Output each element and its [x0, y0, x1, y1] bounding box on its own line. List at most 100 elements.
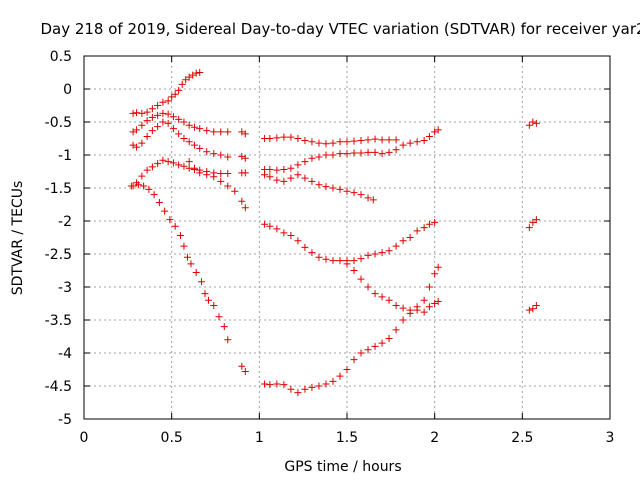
- plus-marker: [190, 123, 198, 131]
- plus-marker: [434, 263, 442, 271]
- plus-marker: [525, 224, 533, 232]
- plus-marker: [171, 222, 179, 230]
- plus-marker: [294, 171, 302, 179]
- plus-marker: [350, 189, 358, 197]
- series-arc-9: [261, 171, 377, 204]
- plus-marker: [434, 126, 442, 134]
- plus-marker: [192, 69, 200, 77]
- plus-marker: [231, 187, 239, 195]
- plus-marker: [315, 382, 323, 390]
- plus-marker: [392, 146, 400, 154]
- plus-marker: [204, 296, 212, 304]
- y-tick-label: -4: [58, 346, 72, 362]
- plus-marker: [315, 181, 323, 189]
- plus-marker: [392, 301, 400, 309]
- plus-marker: [364, 136, 372, 144]
- plus-marker: [210, 301, 218, 309]
- plus-marker: [210, 150, 218, 158]
- plus-marker: [525, 306, 533, 314]
- x-tick-label: 0.5: [161, 430, 183, 446]
- x-tick-label: 3: [606, 430, 615, 446]
- plus-marker: [336, 257, 344, 265]
- plus-marker: [238, 152, 246, 160]
- plus-marker: [164, 110, 172, 118]
- plus-marker: [350, 267, 358, 274]
- plus-marker: [357, 191, 365, 199]
- plus-marker: [301, 385, 309, 393]
- plus-marker: [364, 346, 372, 354]
- plus-marker: [529, 218, 537, 226]
- plus-marker: [185, 158, 193, 166]
- plus-marker: [203, 171, 211, 179]
- plus-marker: [187, 260, 195, 268]
- plus-marker: [308, 154, 316, 162]
- plus-marker: [175, 115, 183, 123]
- plus-marker: [371, 135, 379, 143]
- plus-marker: [425, 133, 433, 141]
- plus-marker: [196, 69, 204, 76]
- x-tick-label: 1.5: [336, 430, 358, 446]
- plus-marker: [138, 139, 146, 147]
- plus-marker: [322, 183, 330, 191]
- plus-marker: [169, 159, 177, 167]
- plus-marker: [364, 194, 372, 202]
- series-arc-12: [261, 263, 442, 397]
- plus-marker: [180, 162, 188, 170]
- plus-marker: [329, 139, 337, 147]
- plus-marker: [201, 290, 209, 298]
- plus-marker: [532, 119, 540, 127]
- plus-marker: [431, 300, 439, 307]
- plus-marker: [217, 177, 225, 185]
- plus-marker: [143, 133, 151, 141]
- plus-marker: [329, 184, 337, 192]
- x-tick-label: 2: [430, 430, 439, 446]
- plus-marker: [301, 243, 309, 251]
- plus-marker: [343, 150, 351, 158]
- plus-marker: [371, 250, 379, 258]
- plus-marker: [266, 135, 274, 142]
- plus-marker: [385, 247, 393, 255]
- plus-marker: [357, 149, 365, 157]
- plus-marker: [329, 257, 337, 265]
- plus-marker: [155, 199, 163, 207]
- plus-marker: [273, 166, 281, 174]
- plus-marker: [294, 389, 302, 397]
- series-arc-15: [525, 301, 540, 314]
- plus-marker: [164, 158, 172, 166]
- plus-marker: [224, 169, 232, 177]
- plus-marker: [287, 164, 295, 172]
- plus-marker: [525, 121, 533, 129]
- plus-marker: [322, 151, 330, 159]
- plus-marker: [134, 181, 142, 189]
- plus-marker: [371, 342, 379, 350]
- plus-marker: [180, 242, 188, 250]
- plus-marker: [350, 149, 358, 157]
- plus-marker: [220, 323, 228, 331]
- plus-marker: [287, 385, 295, 393]
- plus-marker: [322, 380, 330, 388]
- series-arc-8: [261, 126, 442, 174]
- plus-marker: [154, 111, 162, 119]
- plus-marker: [261, 380, 269, 388]
- plus-marker: [315, 153, 323, 161]
- plus-marker: [378, 150, 386, 158]
- plus-marker: [161, 207, 169, 215]
- plus-marker: [431, 270, 439, 278]
- plus-marker: [143, 117, 151, 125]
- plus-marker: [203, 148, 211, 156]
- plus-marker: [238, 128, 246, 136]
- plus-marker: [385, 296, 393, 304]
- x-tick-label: 0: [80, 430, 89, 446]
- series-arc-1: [129, 69, 204, 117]
- plus-marker: [294, 237, 302, 245]
- plus-marker: [183, 253, 191, 261]
- plus-marker: [529, 305, 537, 313]
- plus-marker: [294, 161, 302, 169]
- plus-marker: [224, 128, 232, 136]
- plus-marker: [431, 128, 439, 136]
- plus-marker: [406, 309, 414, 317]
- plus-marker: [224, 336, 232, 344]
- x-axis-label: GPS time / hours: [284, 459, 401, 475]
- plus-marker: [378, 249, 386, 257]
